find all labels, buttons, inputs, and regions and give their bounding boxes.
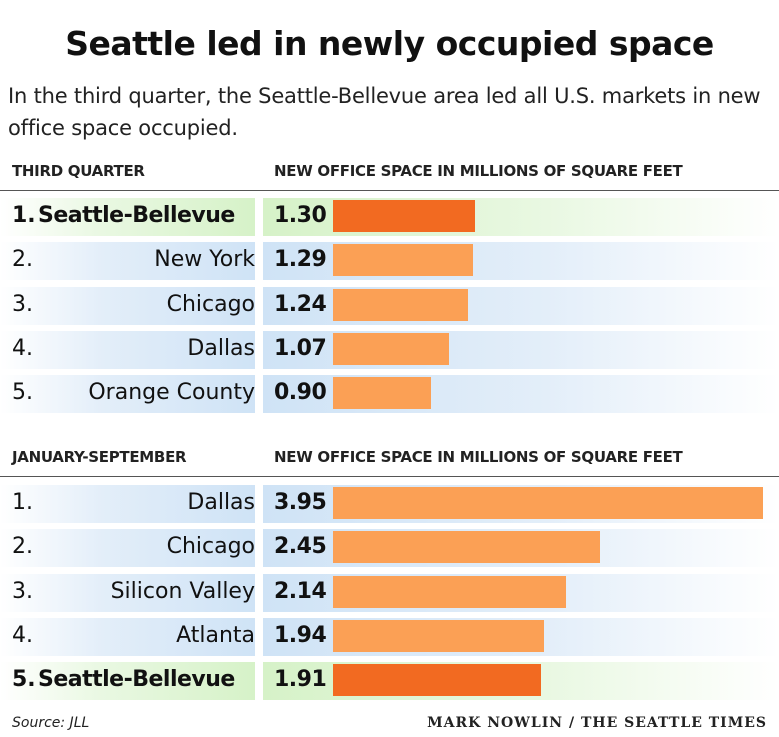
rank-label: 3. <box>12 291 33 317</box>
data-label: 0.90 <box>274 380 327 406</box>
category-label: Chicago <box>166 534 255 560</box>
rank-label: 3. <box>12 578 33 604</box>
chart-row: 2. Chicago 2.45 <box>0 529 779 568</box>
bar <box>333 575 566 608</box>
category-label: New York <box>154 247 255 273</box>
row-label-background <box>0 529 255 568</box>
section-header-label: THIRD QUARTER <box>12 162 145 180</box>
category-label: Silicon Valley <box>110 578 255 604</box>
data-label: 2.14 <box>274 578 327 604</box>
section-divider <box>0 476 779 477</box>
row-label-background <box>0 330 255 369</box>
section-header-label: JANUARY-SEPTEMBER <box>12 448 187 466</box>
rank-label: 1. <box>12 203 36 228</box>
rank-label: 2. <box>12 247 33 273</box>
section-divider <box>0 190 779 191</box>
category-label: Chicago <box>166 291 255 317</box>
data-label: 1.24 <box>274 291 327 317</box>
row-label-background <box>0 198 255 236</box>
chart-row: 1. Dallas 3.95 <box>0 485 779 523</box>
data-label: 1.94 <box>274 622 327 648</box>
category-label: Dallas <box>187 490 255 515</box>
bar <box>333 377 431 410</box>
row-label-background <box>0 242 255 281</box>
rank-label: 5. <box>12 380 33 406</box>
data-label: 1.29 <box>274 247 327 273</box>
value-axis-label: NEW OFFICE SPACE IN MILLIONS OF SQUARE F… <box>274 448 683 466</box>
row-label-background <box>0 485 255 523</box>
bar <box>333 619 544 652</box>
data-label: 1.07 <box>274 335 327 361</box>
chart-row: 5. Orange County 0.90 <box>0 375 779 414</box>
rank-label: 4. <box>12 335 33 361</box>
chart-row: 3. Silicon Valley 2.14 <box>0 573 779 612</box>
chart-row: 4. Atlanta 1.94 <box>0 617 779 656</box>
data-label: 3.95 <box>274 490 327 515</box>
chart-subtitle: In the third quarter, the Seattle-Bellev… <box>8 84 761 140</box>
bar <box>333 664 541 697</box>
bar <box>333 200 475 232</box>
chart-row: 3. Chicago 1.24 <box>0 286 779 325</box>
source-note: Source: JLL <box>12 715 90 731</box>
chart-row: 5. Seattle-Bellevue 1.91 <box>0 662 779 701</box>
row-label-background <box>0 617 255 656</box>
chart-row: 1. Seattle-Bellevue 1.30 <box>0 198 779 236</box>
data-label: 2.45 <box>274 534 327 560</box>
row-label-background <box>0 286 255 325</box>
category-label: Seattle-Bellevue <box>38 203 235 228</box>
rank-label: 1. <box>12 490 33 515</box>
bar <box>333 288 468 321</box>
row-label-background <box>0 573 255 612</box>
chart-row: 4. Dallas 1.07 <box>0 330 779 369</box>
category-label: Seattle-Bellevue <box>38 667 235 693</box>
bar <box>333 531 600 564</box>
data-label: 1.91 <box>274 667 327 693</box>
category-label: Orange County <box>88 380 255 406</box>
category-label: Dallas <box>187 335 255 361</box>
row-label-background <box>0 375 255 414</box>
rank-label: 4. <box>12 622 33 648</box>
value-axis-label: NEW OFFICE SPACE IN MILLIONS OF SQUARE F… <box>274 162 683 180</box>
data-label: 1.30 <box>274 203 327 228</box>
chart-row: 2. New York 1.29 <box>0 242 779 281</box>
bar <box>333 244 473 277</box>
bar <box>333 487 763 519</box>
credit-line: MARK NOWLIN / THE SEATTLE TIMES <box>427 715 767 731</box>
row-label-background <box>0 662 255 701</box>
rank-label: 2. <box>12 534 33 560</box>
bar <box>333 332 449 365</box>
chart-title: Seattle led in newly occupied space <box>65 24 714 63</box>
rank-label: 5. <box>12 667 36 693</box>
category-label: Atlanta <box>176 622 255 648</box>
